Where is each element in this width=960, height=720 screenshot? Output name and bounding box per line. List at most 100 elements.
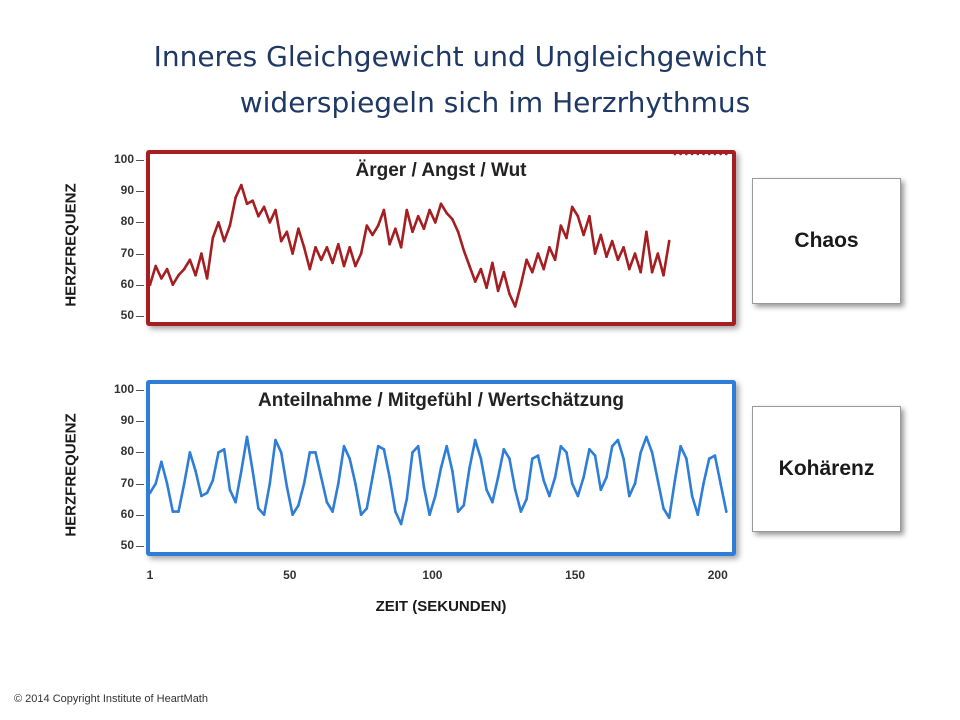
chaos-data-point <box>616 258 620 262</box>
coherence-data-point <box>217 451 220 454</box>
x-tick-label: 1 <box>146 568 154 582</box>
chaos-data-point <box>553 258 557 262</box>
chaos-data-point <box>257 214 260 218</box>
coherence-data-point <box>662 507 665 510</box>
coherence-data-point <box>628 494 631 498</box>
coherence-data-point <box>719 482 722 485</box>
coherence-data-point <box>593 454 597 457</box>
chaos-data-point <box>639 270 642 274</box>
coherence-data-point <box>279 451 283 454</box>
chaos-data-point <box>542 267 545 271</box>
chaos-data-point <box>416 214 420 218</box>
coherence-data-point <box>319 476 323 479</box>
chaos-data-point <box>150 283 152 286</box>
chaos-data-point <box>365 224 369 227</box>
coherence-data-point <box>531 457 534 460</box>
chaos-y-tick-label: 90 <box>120 183 134 198</box>
chaos-data-point <box>536 252 540 255</box>
coherence-series-line <box>150 435 728 526</box>
coherence-data-point <box>150 491 152 495</box>
coherence-data-point <box>365 507 369 510</box>
chaos-data-point <box>576 214 580 218</box>
coherence-data-point <box>582 476 585 479</box>
x-tick-label: 150 <box>565 568 586 582</box>
coherence-data-point <box>616 438 620 442</box>
coherence-state-label: Kohärenz <box>778 457 875 480</box>
chaos-data-point <box>359 252 363 255</box>
chaos-data-point <box>165 267 169 271</box>
coherence-data-point <box>462 504 466 507</box>
coherence-data-point <box>622 457 625 460</box>
chaos-data-point <box>559 224 563 227</box>
coherence-data-point <box>302 482 306 485</box>
chaos-data-point <box>588 214 591 218</box>
chaos-data-point <box>302 246 306 249</box>
chaos-data-point <box>628 267 631 271</box>
coherence-data-point <box>479 457 483 460</box>
coherence-data-point <box>702 482 705 485</box>
chaos-data-point <box>422 227 426 230</box>
chaos-data-point <box>211 236 215 240</box>
chaos-plot-frame: Ärger / Angst / Wut <box>146 150 736 326</box>
coherence-chart-panel: HERZFREQUENZ 100 90 80 70 60 50 Anteilnahme /… <box>0 370 960 580</box>
coherence-y-tick-mark <box>136 514 144 516</box>
coherence-data-point <box>656 479 660 482</box>
coherence-data-point <box>171 510 175 513</box>
coherence-data-point <box>508 457 511 460</box>
coherence-chart-title: Anteilnahme / Mitgefühl / Wertschätzung <box>258 390 624 411</box>
x-tick-label: 50 <box>283 568 297 582</box>
chaos-data-point <box>160 277 163 280</box>
chaos-data-point <box>565 236 568 240</box>
coherence-data-point <box>645 435 648 439</box>
coherence-data-point <box>428 513 431 516</box>
chaos-data-point <box>319 258 323 262</box>
chaos-data-point <box>531 270 534 274</box>
coherence-data-point <box>456 510 460 513</box>
chaos-data-point <box>228 224 232 227</box>
coherence-data-point <box>468 466 471 470</box>
coherence-data-point <box>291 513 294 516</box>
coherence-data-point <box>707 457 711 460</box>
coherence-data-point <box>439 466 443 470</box>
chaos-data-point <box>388 242 391 246</box>
chaos-data-point <box>696 154 700 156</box>
coherence-data-point <box>194 469 197 473</box>
coherence-data-point <box>559 444 563 448</box>
coherence-data-point <box>685 457 688 460</box>
coherence-data-point <box>188 451 192 454</box>
coherence-data-point <box>382 448 386 451</box>
chaos-data-point <box>496 289 500 293</box>
chaos-data-point <box>713 154 717 156</box>
x-axis-title: ZEIT (SEKUNDEN) <box>375 598 507 615</box>
coherence-data-point <box>354 482 357 485</box>
chaos-data-point <box>234 196 237 199</box>
coherence-data-point <box>337 482 340 485</box>
coherence-y-tick-mark <box>136 452 144 454</box>
coherence-data-point <box>713 454 717 457</box>
chaos-data-point <box>308 267 312 271</box>
chaos-data-point <box>707 154 711 156</box>
coherence-data-point <box>548 494 551 498</box>
chaos-y-tick-mark <box>136 315 144 317</box>
chaos-y-tick-label: 50 <box>120 307 134 322</box>
chaos-data-point <box>491 261 494 265</box>
chaos-data-point <box>485 286 488 290</box>
chaos-data-point <box>285 230 289 234</box>
chaos-data-point <box>240 183 243 187</box>
coherence-data-point <box>348 457 351 460</box>
copyright-notice: © 2014 Copyright Institute of HeartMath <box>14 693 208 705</box>
x-tick-label: 100 <box>422 568 443 582</box>
chaos-data-point <box>513 305 517 308</box>
chaos-data-point <box>673 154 677 156</box>
chaos-data-point <box>394 227 397 230</box>
coherence-y-tick-mark <box>136 421 144 423</box>
coherence-data-point <box>588 448 591 451</box>
chaos-data-point <box>662 274 665 277</box>
coherence-data-point <box>234 500 237 504</box>
chaos-data-point <box>371 233 374 237</box>
chaos-data-point <box>656 252 660 255</box>
coherence-y-tick-mark <box>136 390 144 392</box>
coherence-data-point <box>639 451 642 454</box>
chaos-data-point <box>411 230 414 234</box>
coherence-data-point <box>405 497 409 501</box>
